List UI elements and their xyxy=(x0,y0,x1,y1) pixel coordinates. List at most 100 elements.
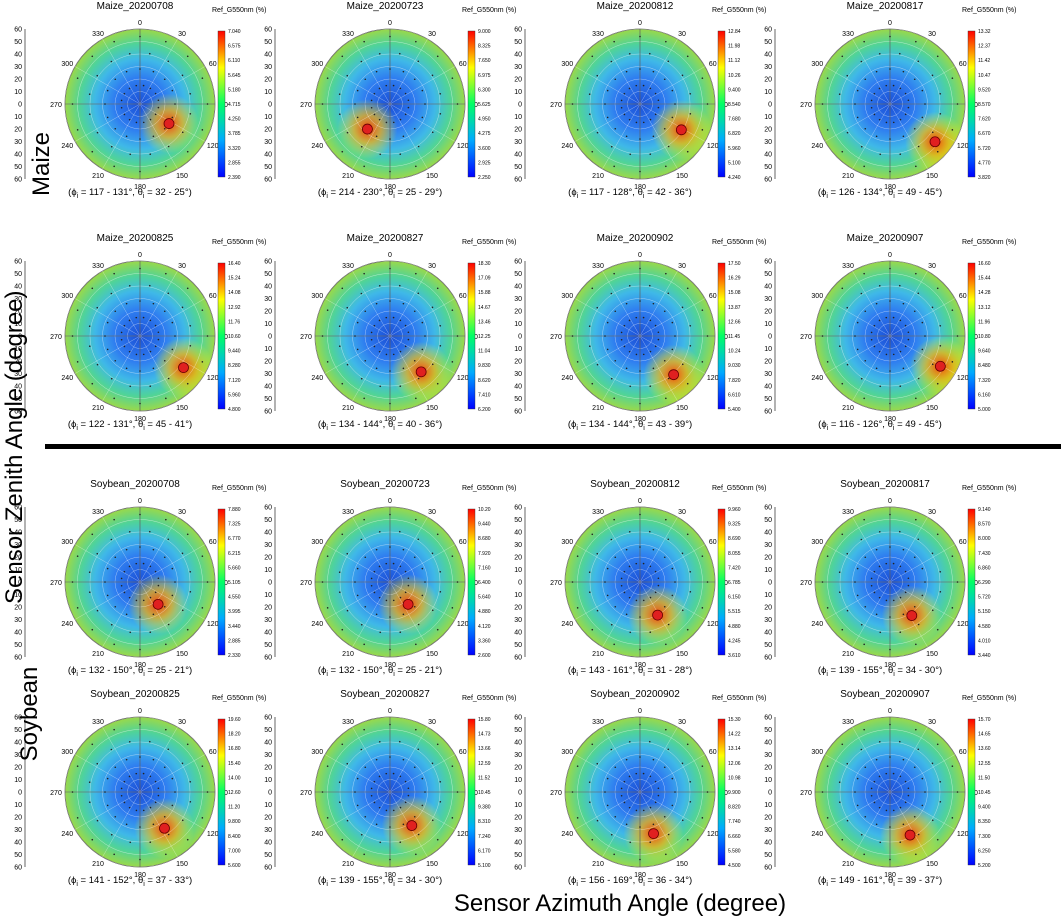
azimuth-tick-label: 210 xyxy=(592,405,604,412)
azimuth-spoke xyxy=(352,335,391,402)
sample-point xyxy=(821,581,824,583)
colorbar-tick-label: 6.160 xyxy=(978,392,991,398)
zenith-tick-label: 40 xyxy=(14,384,22,391)
azimuth-tick-label: 120 xyxy=(457,143,469,150)
sample-point xyxy=(936,55,939,58)
panel-title: Soybean_20200708 xyxy=(90,479,180,490)
azimuth-tick-label: 270 xyxy=(800,102,812,109)
azimuth-tick-label: 120 xyxy=(957,621,969,628)
sample-point xyxy=(846,552,849,555)
zenith-tick-label: 50 xyxy=(514,642,522,649)
sample-point xyxy=(931,762,934,765)
sample-point xyxy=(915,643,917,646)
sample-point xyxy=(375,367,378,370)
azimuth-spoke xyxy=(639,38,678,105)
azimuth-tick-label: 60 xyxy=(459,61,467,68)
azimuth-tick-label: 0 xyxy=(138,20,142,27)
sample-point xyxy=(139,170,141,173)
azimuth-tick-label: 330 xyxy=(842,263,854,270)
sample-point xyxy=(846,306,849,309)
sample-point xyxy=(398,530,401,533)
sample-point xyxy=(421,567,424,570)
azimuth-tick-label: 270 xyxy=(50,102,62,109)
sample-point xyxy=(378,740,381,743)
colorbar-tick-label: 15.40 xyxy=(228,761,241,767)
sample-point xyxy=(407,106,410,109)
sample-point xyxy=(625,70,628,73)
sample-point xyxy=(628,596,631,599)
sample-point xyxy=(657,794,660,797)
azimuth-spoke xyxy=(889,66,956,105)
azimuth-tick-label: 60 xyxy=(959,293,967,300)
sample-point xyxy=(149,385,152,388)
sample-point xyxy=(913,310,916,313)
azimuth-tick-label: 240 xyxy=(811,143,823,150)
polar-panel: 0306090120150180210240270300330605040302… xyxy=(14,479,266,687)
sample-point xyxy=(628,806,631,809)
azimuth-tick-label: 300 xyxy=(311,293,323,300)
sample-point xyxy=(639,546,641,548)
sample-point xyxy=(71,791,74,793)
sample-point xyxy=(907,794,910,797)
panel-title: Soybean_20200825 xyxy=(90,689,180,700)
azimuth-tick-label: 60 xyxy=(709,61,717,68)
polar-plot: 0306090120150180210240270300330605040302… xyxy=(14,20,241,191)
sample-point xyxy=(421,89,424,92)
colorbar-tick-label: 10.26 xyxy=(728,73,741,79)
azimuth-tick-label: 60 xyxy=(459,293,467,300)
colorbar-tick-label: 8.680 xyxy=(478,536,491,542)
zenith-tick-label: 30 xyxy=(14,139,22,146)
zenith-tick-label: 60 xyxy=(514,715,522,722)
sample-point xyxy=(902,758,905,761)
colorbar-tick-label: 8.310 xyxy=(478,819,491,825)
zenith-tick-label: 50 xyxy=(764,39,772,46)
colorbar-tick-label: 5.105 xyxy=(228,580,241,586)
azimuth-tick-label: 240 xyxy=(561,375,573,382)
sample-point xyxy=(142,84,145,87)
colorbar-tick-label: 12.06 xyxy=(728,761,741,767)
sample-point xyxy=(363,643,365,646)
azimuth-spoke xyxy=(574,581,641,620)
sample-point xyxy=(889,616,891,618)
sample-point xyxy=(917,145,920,148)
colorbar-tick-label: 2.600 xyxy=(478,653,491,659)
solar-position-marker xyxy=(652,609,664,621)
sample-point xyxy=(951,361,954,363)
azimuth-tick-label: 180 xyxy=(384,416,396,423)
azimuth-tick-label: 210 xyxy=(592,861,604,868)
azimuth-tick-label: 330 xyxy=(342,31,354,38)
zenith-tick-label: 50 xyxy=(514,517,522,524)
solar-position-marker xyxy=(415,366,427,378)
azimuth-tick-label: 270 xyxy=(550,580,562,587)
sample-point xyxy=(854,791,856,793)
colorbar xyxy=(967,30,976,178)
sample-point xyxy=(873,324,876,327)
azimuth-tick-label: 330 xyxy=(92,719,104,726)
sample-point xyxy=(878,284,881,287)
sample-point xyxy=(76,129,79,131)
colorbar-tick-label: 10.80 xyxy=(978,334,991,340)
sample-point xyxy=(860,748,863,751)
azimuth-spoke xyxy=(824,581,891,620)
sample-point xyxy=(686,838,689,841)
azimuth-spoke xyxy=(324,335,391,374)
sample-point xyxy=(402,823,405,826)
sample-point xyxy=(571,791,574,793)
sample-point xyxy=(88,801,91,804)
sample-point xyxy=(389,826,391,828)
azimuth-tick-label: 150 xyxy=(176,405,188,412)
azimuth-tick-label: 330 xyxy=(342,719,354,726)
colorbar xyxy=(217,262,226,410)
sample-point xyxy=(135,599,138,602)
azimuth-tick-label: 150 xyxy=(426,861,438,868)
sample-point xyxy=(628,350,631,353)
sample-point xyxy=(904,591,907,594)
sample-point xyxy=(106,89,109,92)
sample-point xyxy=(689,344,692,347)
colorbar-tick-label: 7.920 xyxy=(478,551,491,557)
sample-point xyxy=(417,145,420,148)
sample-point xyxy=(663,78,666,81)
sample-point xyxy=(875,302,878,305)
azimuth-tick-label: 270 xyxy=(300,102,312,109)
colorbar-tick-label: 5.000 xyxy=(978,407,991,413)
